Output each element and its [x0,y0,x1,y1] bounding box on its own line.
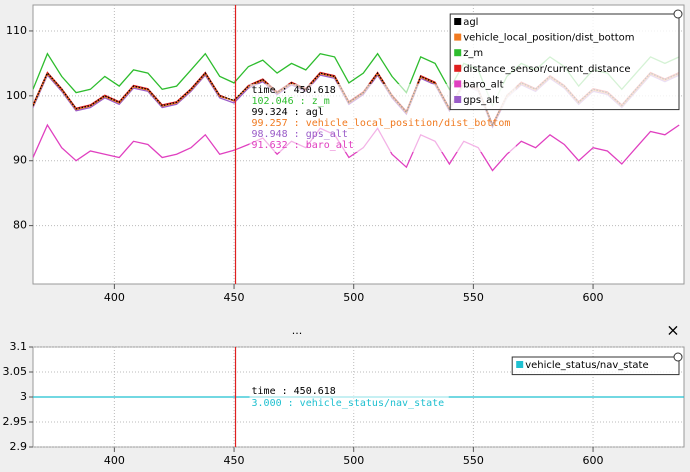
tooltip-text: 91.632 : baro_alt [252,140,354,151]
x-tick-label: 450 [224,291,245,304]
legend-label: vehicle_local_position/dist_bottom [463,33,634,44]
x-tick-label: 550 [463,291,484,304]
legend-label: gps_alt [463,95,499,106]
series-line [33,123,680,172]
tooltip-text: 99.324 : agl [252,107,324,118]
legend-swatch [454,49,462,57]
legend-label: agl [463,17,478,28]
legend-swatch [454,96,462,103]
legend-label: baro_alt [463,79,503,90]
plot-title: ... [292,324,303,337]
x-tick-label: 450 [224,454,245,467]
x-tick-label: 500 [343,291,364,304]
tooltip-text: 3.000 : vehicle_status/nav_state [252,398,445,409]
legend-box [511,356,680,376]
tooltip-text: time : 450.618 [252,85,336,96]
tooltip-bg [249,385,449,411]
legend-label: vehicle_status/nav_state [525,360,648,371]
y-tick-label: 3 [20,390,27,403]
x-tick-label: 600 [583,454,604,467]
close-button[interactable]: × [666,321,679,340]
y-tick-label: 80 [13,219,27,232]
legend-box [449,13,680,111]
legend-handle [673,9,683,19]
tooltip-text: 99.257 : vehicle_local_position/dist_bot… [252,118,511,129]
x-tick-label: 500 [343,454,364,467]
legend-label: z_m [463,48,483,59]
tooltip-text: 102.046 : z_m [252,96,330,107]
x-tick-label: 400 [104,291,125,304]
legend-swatch [454,33,462,41]
x-tick-label: 400 [104,454,125,467]
y-tick-label: 2.9 [10,440,28,453]
legend-swatch [454,18,462,25]
legend-swatch [454,80,462,88]
y-tick-label: 90 [13,154,27,167]
x-tick-label: 600 [583,291,604,304]
legend-handle [673,352,683,362]
legend-swatch [454,64,462,72]
x-tick-label: 550 [463,454,484,467]
tooltip-text: 98.948 : gps_alt [252,129,348,140]
y-tick-label: 3.05 [3,365,28,378]
y-tick-label: 110 [6,24,27,37]
legend-label: distance_sensor/current_distance [463,64,630,75]
tooltip-text: time : 450.618 [252,386,336,397]
y-tick-label: 2.95 [3,415,28,428]
y-tick-label: 100 [6,89,27,102]
y-tick-label: 3.1 [10,340,28,353]
legend-swatch [516,361,524,368]
